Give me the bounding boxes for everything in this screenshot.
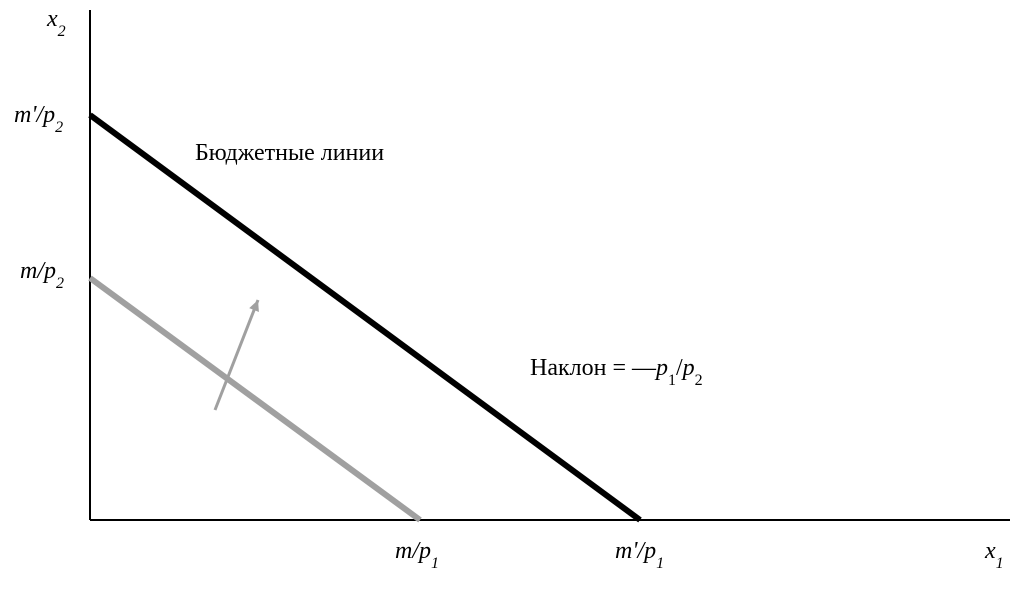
x-axis-label: x1 — [985, 538, 1004, 569]
title-label: Бюджетные линии — [195, 140, 384, 167]
x-intercept-right: m'/p1 — [615, 538, 664, 569]
budget-line-diagram: x2 x1 m'/p2 m/p2 m/p1 m'/p1 Бюджетные ли… — [0, 0, 1024, 584]
diagram-svg — [0, 0, 1024, 584]
budget-line-gray — [90, 278, 420, 520]
budget-line-black — [90, 115, 640, 520]
y-axis-label: x2 — [47, 6, 66, 37]
slope-label: Наклон = —p1/p2 — [530, 355, 703, 386]
x-intercept-left: m/p1 — [395, 538, 439, 569]
y-intercept-upper: m'/p2 — [14, 102, 63, 133]
y-intercept-lower: m/p2 — [20, 258, 64, 289]
